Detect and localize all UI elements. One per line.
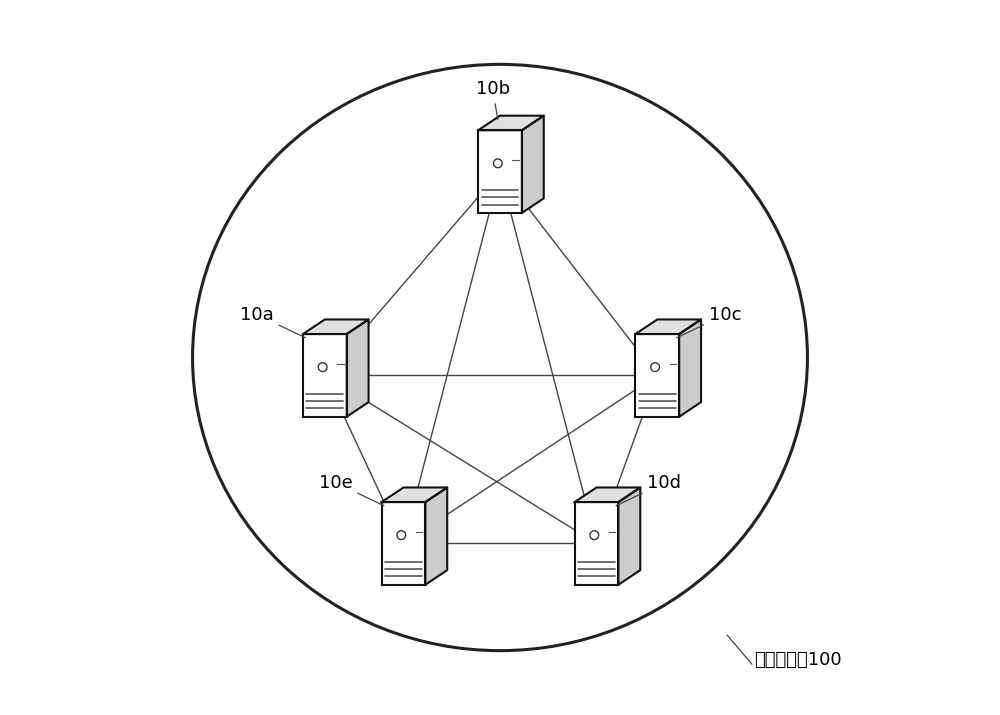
Ellipse shape [193,64,807,651]
Circle shape [318,363,327,372]
Polygon shape [382,488,447,502]
Polygon shape [575,488,640,502]
Polygon shape [618,488,640,585]
Text: 10a: 10a [240,305,305,337]
Polygon shape [425,488,447,585]
Polygon shape [303,320,369,334]
Text: 10d: 10d [616,473,681,506]
Circle shape [651,363,659,372]
Polygon shape [303,334,347,417]
Polygon shape [522,116,544,213]
Text: 10e: 10e [319,473,384,506]
Circle shape [397,531,406,540]
Polygon shape [478,116,544,130]
Polygon shape [382,502,425,585]
Polygon shape [679,320,701,417]
Polygon shape [478,130,522,213]
Text: 区块链系统100: 区块链系统100 [754,651,841,669]
Circle shape [493,159,502,168]
Circle shape [590,531,599,540]
Polygon shape [635,334,679,417]
Polygon shape [575,502,618,585]
Polygon shape [635,320,701,334]
Polygon shape [347,320,369,417]
Text: 10c: 10c [677,305,741,337]
Text: 10b: 10b [476,80,510,119]
